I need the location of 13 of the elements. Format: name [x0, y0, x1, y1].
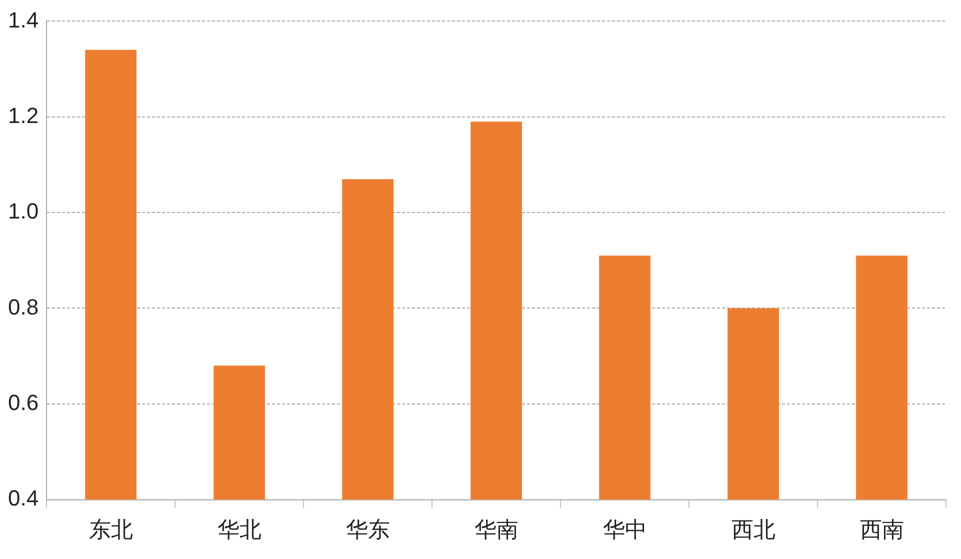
x-tick-label: 华南 [474, 516, 518, 542]
x-tick-label: 西南 [860, 516, 904, 542]
y-tick-label: 1.0 [8, 198, 39, 224]
x-tick-label: 东北 [88, 516, 133, 542]
y-tick-label: 1.2 [8, 102, 39, 128]
x-tick-label: 华北 [217, 516, 262, 542]
y-tick-label: 1.4 [8, 7, 39, 32]
x-tick-label: 华中 [602, 516, 647, 542]
x-tick-label: 华东 [346, 516, 390, 542]
y-tick-label: 0.8 [8, 294, 39, 320]
y-tick-label: 0.4 [8, 486, 39, 511]
x-tick-label: 西北 [731, 516, 776, 542]
y-tick-label: 0.6 [8, 390, 39, 415]
